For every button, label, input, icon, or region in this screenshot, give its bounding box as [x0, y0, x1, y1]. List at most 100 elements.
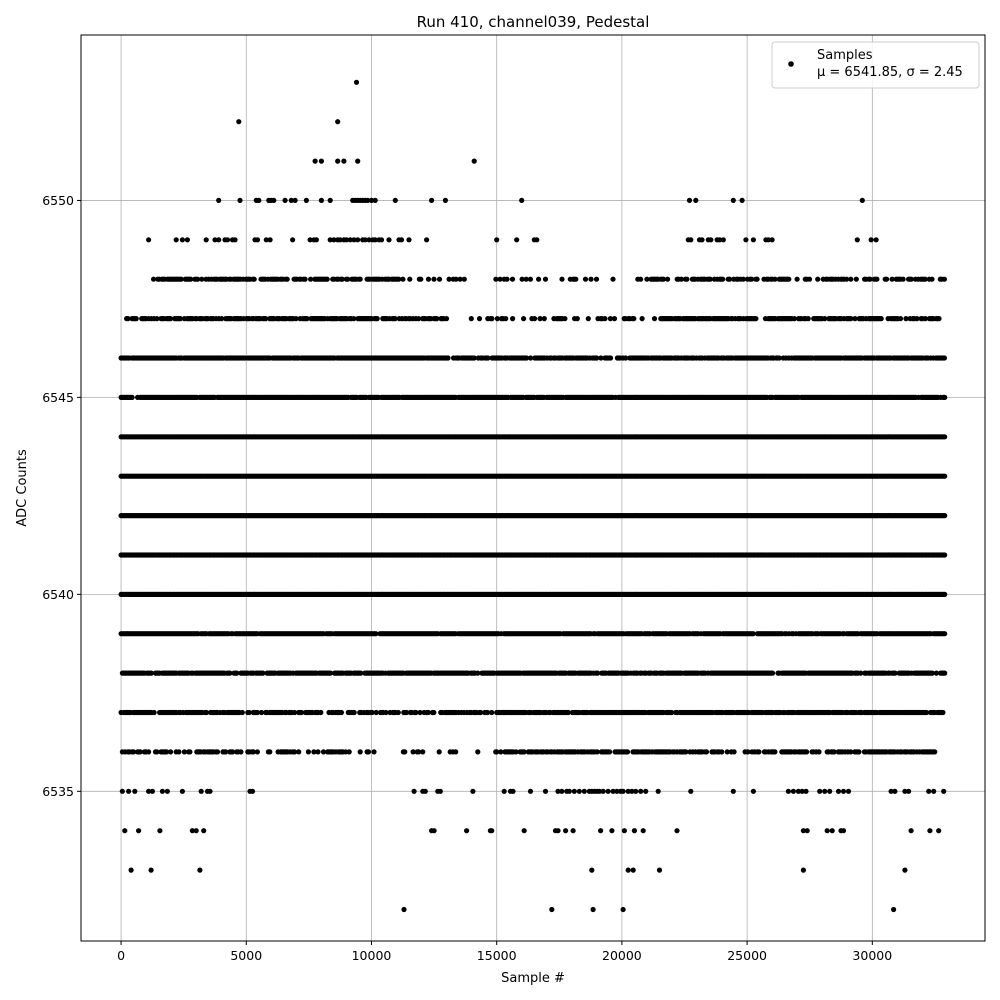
data-point	[589, 867, 595, 873]
data-point	[122, 828, 128, 834]
data-point	[571, 788, 577, 794]
data-point	[146, 749, 152, 755]
data-point	[346, 749, 352, 755]
data-point	[942, 434, 948, 440]
data-point	[831, 749, 837, 755]
data-point	[566, 788, 572, 794]
data-point	[640, 828, 646, 834]
data-point	[703, 749, 710, 755]
data-point	[311, 749, 317, 755]
data-point	[513, 749, 519, 755]
data-point	[942, 513, 948, 519]
data-point	[927, 828, 933, 834]
data-point	[164, 788, 170, 794]
data-point	[772, 749, 778, 755]
data-point	[298, 709, 305, 716]
data-point	[643, 788, 649, 794]
data-point	[906, 788, 912, 794]
data-point	[624, 749, 631, 755]
data-point	[327, 670, 333, 676]
data-point	[940, 709, 946, 716]
data-point	[750, 788, 757, 794]
data-point	[239, 709, 245, 716]
data-point	[555, 788, 561, 794]
data-point	[609, 828, 615, 834]
data-point	[198, 788, 204, 794]
data-point	[163, 749, 170, 755]
data-point	[383, 709, 389, 716]
data-point	[254, 749, 260, 755]
data-point	[902, 788, 908, 794]
data-point	[351, 709, 357, 716]
data-point	[149, 788, 155, 794]
data-point	[614, 788, 620, 794]
data-point	[403, 709, 410, 716]
data-point	[260, 670, 266, 676]
data-point	[203, 709, 210, 716]
data-point	[343, 749, 349, 755]
data-point	[800, 828, 807, 834]
data-point	[179, 788, 185, 794]
data-point	[942, 473, 948, 479]
data-point	[745, 749, 751, 755]
data-point	[769, 670, 776, 676]
data-point	[431, 709, 437, 716]
data-point	[292, 749, 298, 755]
data-point	[800, 867, 807, 873]
data-point	[168, 749, 174, 755]
data-point	[305, 749, 311, 755]
data-point	[258, 709, 265, 716]
data-point	[892, 788, 898, 794]
data-point	[157, 828, 163, 834]
data-point	[848, 749, 854, 755]
data-point	[246, 709, 252, 716]
data-point	[600, 788, 606, 794]
data-point	[756, 749, 762, 755]
data-point	[683, 749, 689, 755]
data-point	[942, 670, 948, 676]
data-point	[908, 828, 914, 834]
data-point	[510, 788, 516, 794]
data-point	[478, 709, 484, 716]
data-point	[620, 906, 626, 913]
data-point	[422, 788, 428, 794]
data-point	[829, 828, 835, 834]
data-point	[223, 749, 229, 755]
data-point	[576, 788, 582, 794]
data-point	[799, 788, 805, 794]
data-point	[598, 828, 604, 834]
data-point	[923, 709, 930, 716]
data-point	[136, 828, 142, 834]
data-point	[730, 788, 736, 794]
data-point	[119, 788, 125, 794]
data-point	[181, 749, 187, 755]
data-point	[630, 867, 636, 873]
data-point	[425, 709, 431, 716]
data-point	[803, 788, 809, 794]
data-point	[840, 788, 847, 794]
data-point	[942, 591, 948, 598]
data-point	[824, 828, 830, 834]
data-point	[431, 828, 437, 834]
data-point	[126, 788, 132, 794]
scatter-points	[118, 79, 948, 913]
data-point	[858, 670, 864, 676]
data-point	[417, 709, 423, 716]
data-point	[148, 670, 154, 676]
data-point	[371, 749, 377, 755]
data-point	[411, 788, 417, 794]
data-point	[475, 749, 481, 755]
data-point	[395, 709, 401, 716]
data-point	[559, 788, 565, 794]
data-point	[827, 788, 833, 794]
data-point	[227, 670, 233, 676]
data-point	[151, 709, 157, 716]
data-point	[464, 828, 470, 834]
data-point	[581, 788, 587, 794]
data-point	[489, 709, 495, 716]
data-point	[318, 709, 324, 716]
data-point	[230, 749, 236, 755]
data-point	[607, 749, 613, 755]
data-point	[942, 631, 948, 637]
